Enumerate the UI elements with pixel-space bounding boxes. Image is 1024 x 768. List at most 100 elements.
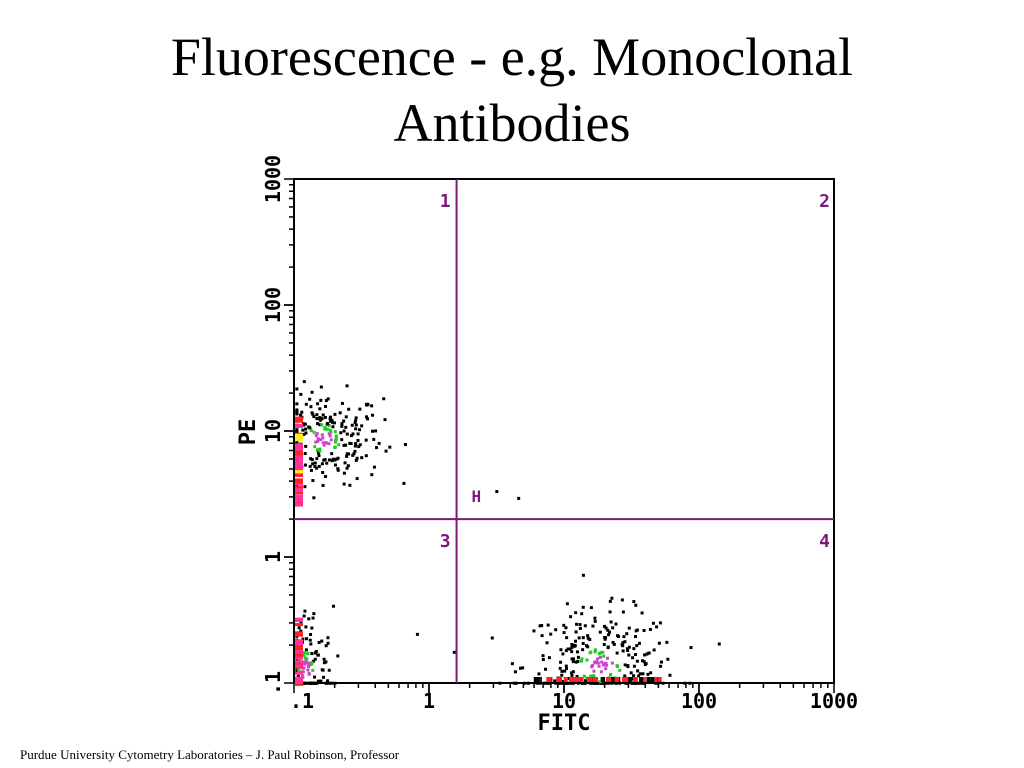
- scatter-point: [354, 416, 358, 420]
- scatter-point: [633, 681, 637, 685]
- scatter-point: [312, 496, 316, 500]
- scatter-point: [318, 407, 322, 411]
- scatter-point: [320, 417, 324, 421]
- edge-point-fitc: [628, 677, 633, 682]
- scatter-point: [596, 681, 600, 685]
- scatter-point: [615, 664, 619, 668]
- edge-point-fitc: [588, 677, 593, 682]
- edge-point-neg: [295, 639, 303, 643]
- scatter-point: [323, 425, 327, 429]
- scatter-point: [544, 681, 548, 685]
- scatter-point: [606, 646, 610, 650]
- scatter-point: [320, 433, 324, 437]
- scatter-point: [618, 668, 622, 672]
- scatter-point: [604, 667, 608, 671]
- scatter-point: [571, 681, 575, 685]
- edge-point-neg: [295, 656, 303, 660]
- scatter-point: [623, 663, 627, 667]
- scatter-point: [415, 632, 419, 636]
- scatter-point: [318, 447, 322, 451]
- scatter-point: [598, 655, 602, 659]
- scatter-point: [599, 670, 603, 674]
- scatter-point: [614, 622, 618, 626]
- scatter-point: [642, 629, 646, 633]
- scatter-point: [370, 473, 374, 477]
- scatter-point: [356, 438, 360, 442]
- scatter-point: [301, 674, 305, 678]
- scatter-point: [498, 681, 502, 685]
- scatter-point: [322, 657, 326, 661]
- y-tick-label: 10: [261, 419, 285, 443]
- scatter-point: [330, 418, 334, 422]
- scatter-point: [635, 644, 639, 648]
- scatter-point: [340, 424, 344, 428]
- scatter-point: [668, 673, 672, 677]
- scatter-point: [590, 681, 594, 685]
- scatter-point: [602, 654, 606, 658]
- scatter-point: [574, 660, 578, 664]
- scatter-point: [304, 402, 308, 406]
- scatter-point: [305, 637, 309, 641]
- quadrant-gates: 1 2 3 4 H: [294, 179, 834, 683]
- scatter-point: [609, 620, 613, 624]
- scatter-point: [526, 681, 530, 685]
- scatter-point: [656, 681, 660, 685]
- scatter-point: [321, 483, 325, 487]
- scatter-point: [371, 429, 375, 433]
- scatter-point: [648, 627, 652, 631]
- scatter-point: [336, 654, 340, 658]
- scatter-point: [611, 681, 615, 685]
- scatter-point: [308, 464, 312, 468]
- scatter-point: [343, 461, 347, 465]
- scatter-point: [316, 437, 320, 441]
- scatter-point: [554, 681, 558, 685]
- scatter-point: [328, 428, 332, 432]
- scatter-point: [318, 449, 322, 453]
- scatter-point: [602, 643, 606, 647]
- scatter-point: [326, 679, 330, 683]
- scatter-point: [593, 650, 597, 654]
- scatter-point: [514, 681, 518, 685]
- scatter-point: [632, 600, 636, 604]
- scatter-point: [303, 452, 307, 456]
- scatter-point: [585, 658, 589, 662]
- scatter-point: [586, 634, 590, 638]
- scatter-point: [303, 422, 307, 426]
- scatter-point: [571, 670, 575, 674]
- scatter-point: [358, 428, 362, 432]
- scatter-point: [592, 674, 596, 678]
- data-points: [295, 380, 721, 686]
- scatter-point: [402, 481, 406, 485]
- title-line-1: Fluorescence - e.g. Monoclonal: [170, 27, 854, 87]
- scatter-point: [307, 617, 311, 621]
- scatter-point: [344, 425, 348, 429]
- edge-point-pe: [295, 487, 303, 492]
- scatter-point: [360, 424, 364, 428]
- scatter-point: [570, 650, 574, 654]
- scatter-point: [657, 641, 661, 645]
- scatter-point: [353, 421, 357, 425]
- scatter-point: [351, 453, 355, 457]
- scatter-point: [610, 596, 614, 600]
- scatter-point: [632, 664, 636, 668]
- scatter-point: [574, 630, 578, 634]
- scatter-point: [589, 650, 593, 654]
- scatter-point: [570, 645, 574, 649]
- scatter-point: [626, 649, 630, 653]
- scatter-point: [303, 651, 307, 655]
- scatter-point: [310, 681, 314, 685]
- scatter-point: [589, 606, 593, 610]
- scatter-point: [635, 659, 639, 663]
- edge-point-neg: [295, 680, 303, 684]
- scatter-point: [591, 624, 595, 628]
- scatter-point: [352, 452, 356, 456]
- scatter-point: [310, 458, 314, 462]
- scatter-point: [315, 457, 319, 461]
- edge-point-pe: [295, 416, 303, 421]
- scatter-point: [609, 673, 613, 677]
- scatter-point: [304, 427, 308, 431]
- edge-point-pe: [295, 451, 303, 456]
- edge-point-fitc: [611, 677, 616, 682]
- scatter-point: [689, 646, 693, 650]
- scatter-point: [330, 681, 334, 685]
